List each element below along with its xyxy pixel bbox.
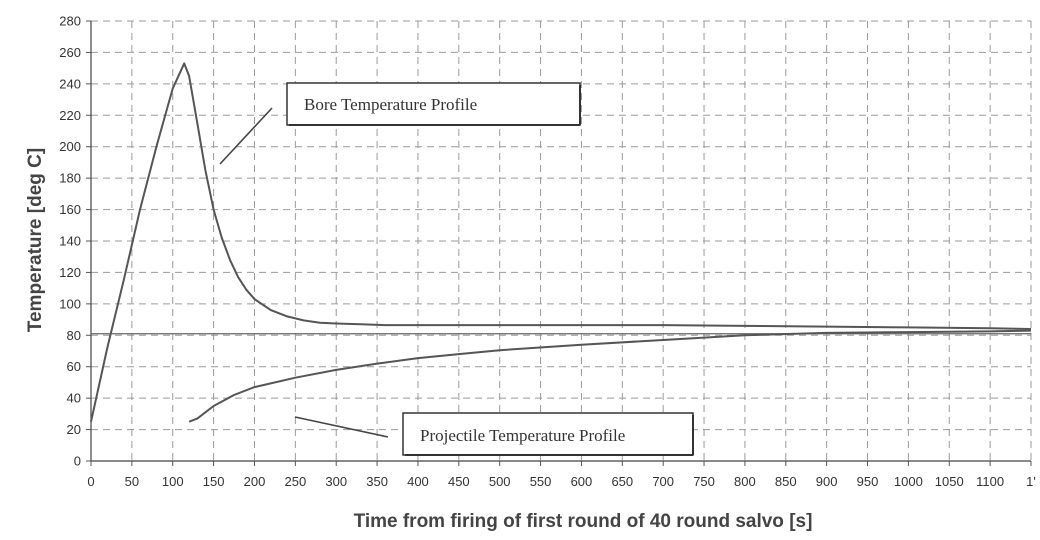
x-tick-label: 500 xyxy=(489,474,511,489)
callout-box xyxy=(286,82,581,126)
x-axis-title: Time from firing of first round of 40 ro… xyxy=(354,511,813,532)
y-tick-label: 80 xyxy=(67,328,81,343)
y-tick-label: 60 xyxy=(67,359,81,374)
x-tick-label: 100 xyxy=(162,474,184,489)
y-axis-title: Temperature [deg C] xyxy=(25,148,46,332)
x-tick-label: 350 xyxy=(366,474,388,489)
y-tick-label: 120 xyxy=(59,265,81,280)
x-tick-label: 550 xyxy=(530,474,552,489)
x-tick-label: 150 xyxy=(203,474,225,489)
x-tick-label: 450 xyxy=(448,474,470,489)
gridlines xyxy=(91,20,1032,461)
y-tick-label: 240 xyxy=(59,76,81,91)
y-tick-label: 180 xyxy=(59,171,81,186)
y-tick-label: 220 xyxy=(59,108,81,123)
x-tick-label: 1' xyxy=(1026,474,1036,489)
callout-leader xyxy=(294,416,389,438)
x-tick-label: 50 xyxy=(125,474,139,489)
x-tick-label: 250 xyxy=(284,474,306,489)
x-tick-label: 900 xyxy=(816,474,838,489)
y-tick-label: 0 xyxy=(74,454,81,469)
tick-labels: 0 20 40 60 80 100 120 140 160 180 200 220 240 260 280 0… xyxy=(59,14,1036,490)
x-tick-label: 1100 xyxy=(976,474,1004,489)
callout-label: Projectile Temperature Profile xyxy=(420,426,625,445)
series-lines xyxy=(90,62,1032,423)
callout-leader xyxy=(219,107,273,165)
x-tick-label: 650 xyxy=(611,474,633,489)
x-tick-label: 750 xyxy=(693,474,715,489)
series-line-0 xyxy=(90,62,1032,422)
y-tick-label: 20 xyxy=(67,422,81,437)
x-tick-label: 0 xyxy=(87,474,94,489)
x-tick-label: 950 xyxy=(857,474,879,489)
x-tick-label: 300 xyxy=(325,474,347,489)
y-tick-label: 160 xyxy=(59,202,81,217)
y-tick-label: 40 xyxy=(67,391,81,406)
callout-label: Bore Temperature Profile xyxy=(304,95,477,114)
x-tick-label: 800 xyxy=(734,474,756,489)
x-tick-label: 600 xyxy=(571,474,593,489)
x-tick-label: 850 xyxy=(775,474,797,489)
axes xyxy=(86,20,1032,466)
x-tick-label: 700 xyxy=(652,474,674,489)
x-tick-label: 200 xyxy=(244,474,266,489)
x-tick-label: 400 xyxy=(407,474,429,489)
y-tick-label: 280 xyxy=(59,14,81,29)
y-tick-label: 140 xyxy=(59,234,81,249)
series-line-1 xyxy=(188,329,1032,423)
x-tick-label: 1000 xyxy=(894,474,923,489)
y-tick-label: 260 xyxy=(59,45,81,60)
y-tick-label: 100 xyxy=(59,296,81,311)
x-tick-label: 1050 xyxy=(935,474,964,489)
callouts: Bore Temperature Profile Projectile Tempe… xyxy=(219,82,694,456)
y-tick-label: 200 xyxy=(59,139,81,154)
